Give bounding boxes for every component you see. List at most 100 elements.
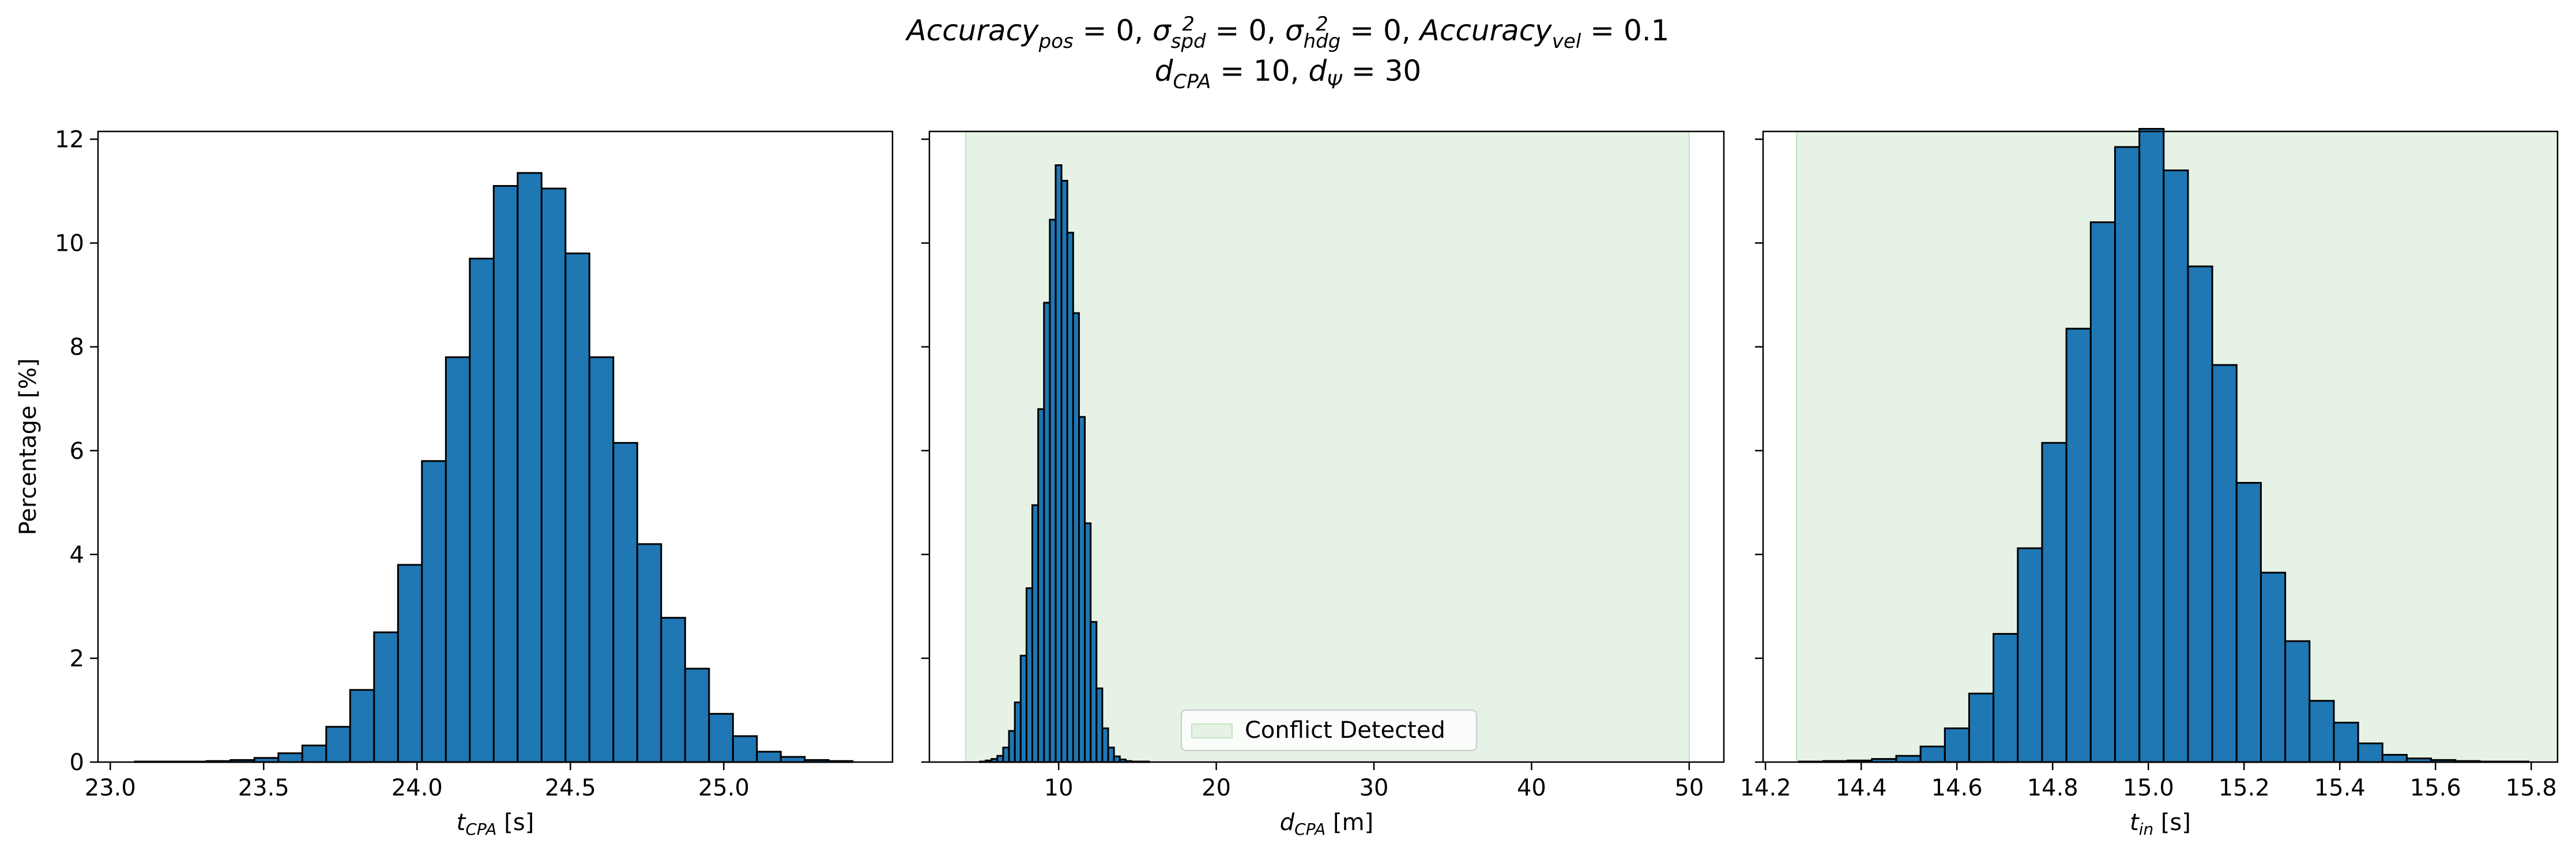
x-tick-label: 20 [1202,775,1231,801]
y-tick-label: 8 [70,334,84,361]
histogram-bar [1066,232,1074,763]
histogram-bar [1049,218,1057,763]
histogram-bar [1084,522,1092,763]
chart-title: Accuracy pos = 0, σ 2 spd = 0, σ 2 hdg = 0, … [0,10,2576,93]
histogram-bar [517,172,543,763]
histogram-bar [2041,442,2067,763]
histogram-bar [1113,755,1121,763]
histogram-bar [1014,701,1022,763]
x-axis-label: tCPA [s] [457,809,534,839]
histogram-bar [301,744,327,763]
histogram-bar [397,564,423,763]
histogram-bar [1060,180,1068,763]
legend-swatch [1191,723,1233,738]
histogram-bar [756,751,782,763]
histogram-bar [469,258,495,763]
histogram-bar [612,442,638,763]
y-tick-label: 12 [55,127,84,153]
histogram-bar [2211,364,2238,763]
y-tick-label: 0 [70,749,84,776]
histogram-bar [2138,127,2165,763]
legend-label: Conflict Detected [1245,717,1445,744]
panel-3: 14.2 14.4 14.6 14.8 15.0 15.2 15.4 15.6 15.8 tin … [1740,127,2559,839]
y-tick-label: 10 [55,231,84,257]
title-line-1: Accuracy pos = 0, σ 2 spd = 0, σ 2 hdg = 0, … [906,12,1670,53]
x-tick-label: 14.6 [1931,775,1983,801]
histogram-bar [1072,312,1080,763]
histogram-bar [2357,742,2383,763]
x-tick-label: 14.4 [1836,775,1887,801]
histogram-bar [1031,504,1040,763]
y-tick-label: 4 [70,542,84,568]
x-tick-label: 40 [1517,775,1546,801]
axes-frame [97,130,894,763]
legend-box [1180,709,1478,752]
histogram-bar [445,356,471,763]
x-tick-label: 24.0 [391,775,443,801]
histogram-bar [1043,301,1051,763]
histogram-bar [1019,654,1027,763]
histogram-bar [2114,146,2141,763]
axes-frame [1762,130,2559,763]
histogram-bar [421,460,447,763]
histogram-bar [2235,482,2262,763]
histogram-bar [540,187,567,763]
histogram-bar [996,755,1004,763]
histogram-bar [373,631,399,763]
histogram-bar [660,617,686,763]
x-tick-label: 23.5 [238,775,289,801]
title-line-2: d CPA = 10, d Ψ = 30 [1154,54,1422,93]
histogram-bar [1025,587,1034,763]
x-tick-label: 14.8 [2027,775,2078,801]
histogram-bar [1993,633,2019,763]
x-tick-label: 24.5 [545,775,596,801]
x-tick-label: 14.2 [1740,775,1791,801]
histogram-bar [636,543,662,763]
y-tick-label: 6 [70,438,84,465]
histogram-bar [1002,747,1010,763]
histogram-bar [2381,753,2408,763]
histogram-bar [1095,687,1104,763]
histogram-bar [1090,621,1098,763]
x-tick-label: 15.0 [2123,775,2174,801]
x-tick-label: 30 [1359,775,1389,801]
x-tick-label: 15.8 [2506,775,2557,801]
histogram-bar [1968,692,1995,763]
histogram-bar [564,252,590,763]
x-tick-label: 25.0 [698,775,750,801]
histogram-bar [277,752,303,763]
histogram-bar [1944,727,1970,763]
y-axis-label: Percentage [%] [15,359,42,536]
panel-1: 23.0 23.5 24.0 24.5 25.0 0 2 4 6 8 10 12 tCPA [s] Per… [15,127,894,839]
histogram-bar [2308,700,2335,763]
histogram-bar [588,356,615,763]
y-tick-label: 2 [70,646,84,672]
histogram-bar [1037,408,1045,763]
histogram-bar [2065,327,2092,763]
x-tick-label: 15.2 [2219,775,2270,801]
histogram-bar [779,756,806,763]
histogram-bar [1078,416,1086,763]
histogram-bar [1919,745,1946,763]
axes-frame [928,130,1725,763]
x-axis-label: dCPA [m] [1280,809,1373,839]
histogram-bar [325,726,351,763]
histogram-bar [1008,730,1016,763]
histogram-bar [349,689,375,763]
histogram-bar [708,712,734,763]
x-tick-label: 10 [1044,775,1074,801]
histogram-bar [2089,221,2116,763]
legend: Conflict Detected [1180,709,1478,752]
histogram-bar [732,735,758,763]
histogram-bar [684,668,710,763]
histogram-bar [1107,747,1115,763]
histogram-bar [1895,755,1922,763]
histogram-bar [2163,169,2189,763]
panel-2: 10 20 30 40 50 dCPA [m] Conflict Detected [921,130,1725,839]
histogram-bar [2284,640,2311,763]
x-tick-label: 15.4 [2314,775,2366,801]
histogram-bar [2187,265,2213,763]
histogram-bar [2333,722,2359,763]
histogram-bar [1101,727,1109,763]
histogram-bar [2259,571,2287,763]
